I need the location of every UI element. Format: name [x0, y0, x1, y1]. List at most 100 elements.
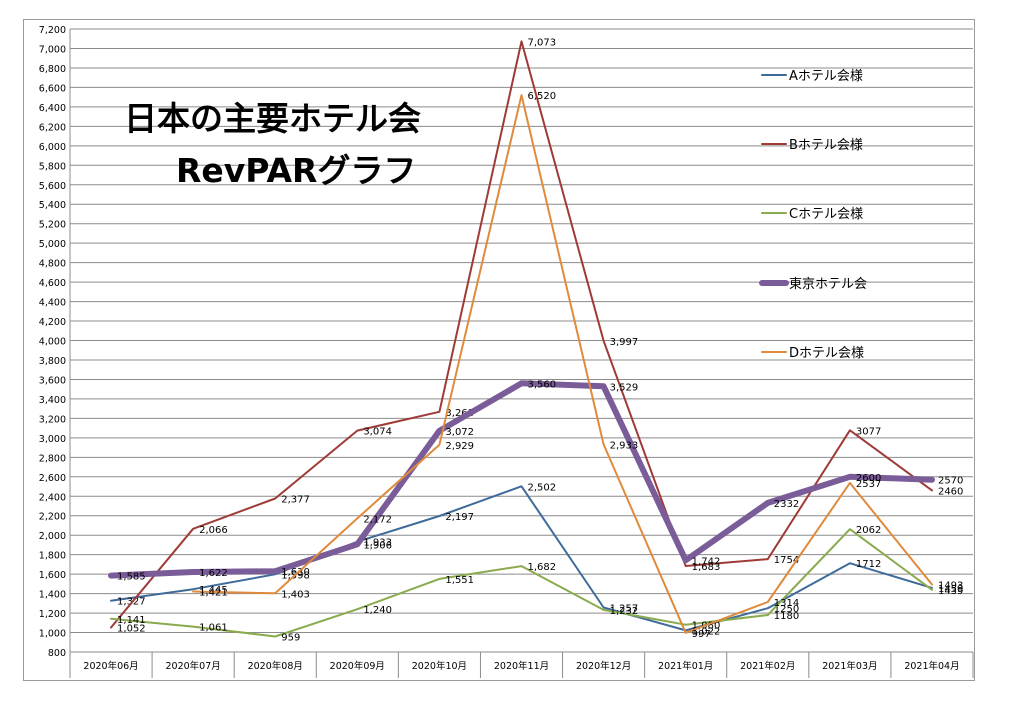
- data-label: 1,585: [117, 572, 146, 583]
- y-tick-label: 6,000: [39, 142, 66, 153]
- data-label: 3,529: [610, 382, 639, 393]
- data-label: 1,061: [199, 623, 228, 634]
- data-label: 2,929: [445, 441, 474, 452]
- data-label: 2600: [856, 473, 881, 484]
- data-label: 3,074: [363, 427, 392, 438]
- data-label: 1,742: [692, 556, 721, 567]
- data-label: 7,073: [528, 37, 557, 48]
- data-label: 2570: [938, 476, 963, 487]
- y-tick-label: 800: [48, 648, 66, 659]
- y-tick-label: 2,000: [39, 531, 66, 542]
- y-tick-label: 7,200: [39, 25, 66, 36]
- data-label: 2,502: [528, 482, 557, 493]
- y-tick-label: 4,600: [39, 278, 66, 289]
- chart-subtitle: RevPARグラフ: [176, 151, 417, 190]
- x-tick-label: 2021年04月: [904, 660, 959, 672]
- legend-entry: Bホテル会様: [789, 138, 863, 153]
- x-tick-label: 2020年06月: [83, 660, 138, 672]
- data-label: 1,257: [610, 604, 639, 615]
- data-label: 1180: [774, 611, 799, 622]
- data-label: 1712: [856, 559, 881, 570]
- data-label: 1,933: [363, 538, 392, 549]
- data-label: 2332: [774, 499, 799, 510]
- data-label: 2,377: [281, 494, 310, 505]
- y-tick-label: 5,200: [39, 220, 66, 231]
- data-label: 2,197: [445, 512, 474, 523]
- data-label: 2460: [938, 486, 963, 497]
- data-label: 2,066: [199, 525, 228, 536]
- series-line-1: [110, 485, 933, 632]
- x-tick-label: 2020年10月: [412, 660, 467, 672]
- data-label: 3,072: [445, 427, 474, 438]
- x-tick-label: 2021年01月: [658, 660, 713, 672]
- data-label: 1,403: [281, 589, 310, 600]
- data-label: 1,630: [281, 567, 310, 578]
- data-label: 1,906: [363, 540, 392, 551]
- legend-entry: 東京ホテル会: [789, 276, 867, 292]
- x-tick-label: 2020年12月: [576, 660, 631, 672]
- data-label: 1,052: [117, 623, 146, 634]
- y-tick-label: 4,000: [39, 337, 66, 348]
- legend-entry: Cホテル会様: [789, 207, 863, 222]
- data-label: 3,560: [528, 379, 557, 390]
- data-label: 6,520: [528, 91, 557, 102]
- y-tick-label: 1,000: [39, 629, 66, 640]
- data-label: 959: [281, 633, 300, 644]
- data-label: 3077: [856, 426, 881, 437]
- series-line-5: [192, 94, 933, 634]
- y-tick-label: 3,600: [39, 375, 66, 386]
- legend-entry: Dホテル会様: [789, 346, 864, 361]
- y-tick-label: 4,200: [39, 317, 66, 328]
- series-line-2: [110, 40, 933, 629]
- y-tick-label: 6,800: [39, 64, 66, 75]
- y-tick-label: 7,000: [39, 44, 66, 55]
- y-tick-label: 5,000: [39, 239, 66, 250]
- data-label: 2,933: [610, 440, 639, 451]
- y-tick-label: 3,000: [39, 434, 66, 445]
- data-label: 1459: [938, 584, 963, 595]
- y-tick-label: 6,200: [39, 122, 66, 133]
- y-tick-label: 1,800: [39, 551, 66, 562]
- y-tick-label: 4,800: [39, 259, 66, 270]
- legend-entry: Aホテル会様: [789, 69, 863, 84]
- y-tick-label: 1,200: [39, 609, 66, 620]
- y-tick-label: 5,400: [39, 200, 66, 211]
- data-label: 1,622: [199, 568, 228, 579]
- x-tick-label: 2020年11月: [494, 660, 549, 672]
- data-label: 1,421: [199, 588, 228, 599]
- data-label: 2062: [856, 525, 881, 536]
- x-tick-label: 2020年07月: [166, 660, 221, 672]
- y-tick-label: 4,400: [39, 298, 66, 309]
- data-label: 2,172: [363, 514, 392, 525]
- data-label: 1,240: [363, 605, 392, 616]
- data-label: 1,445: [199, 585, 228, 596]
- y-tick-label: 5,600: [39, 181, 66, 192]
- y-tick-label: 2,600: [39, 473, 66, 484]
- y-tick-label: 5,800: [39, 161, 66, 172]
- y-tick-label: 3,400: [39, 395, 66, 406]
- data-label: 1,682: [528, 562, 557, 573]
- y-tick-label: 1,400: [39, 590, 66, 601]
- data-label: 1250: [774, 604, 799, 615]
- y-tick-label: 2,800: [39, 453, 66, 464]
- data-label: 1,141: [117, 615, 146, 626]
- data-label: 1493: [938, 581, 963, 592]
- y-tick-label: 2,400: [39, 492, 66, 503]
- data-label: 2537: [856, 479, 881, 490]
- series-line-3: [110, 528, 933, 638]
- y-tick-label: 6,600: [39, 83, 66, 94]
- y-tick-label: 3,200: [39, 414, 66, 425]
- data-label: 997: [692, 629, 711, 640]
- y-tick-label: 2,200: [39, 512, 66, 523]
- data-label: 1754: [774, 555, 799, 566]
- x-tick-label: 2020年09月: [330, 660, 385, 672]
- x-tick-label: 2021年02月: [740, 660, 795, 672]
- y-tick-label: 1,600: [39, 570, 66, 581]
- chart-title: 日本の主要ホテル会: [124, 99, 421, 138]
- data-label: 1,022: [692, 626, 721, 637]
- data-label: 3,997: [610, 337, 639, 348]
- x-tick-label: 2020年08月: [248, 660, 303, 672]
- series-line-4: [108, 380, 935, 579]
- data-label: 3,268: [445, 408, 474, 419]
